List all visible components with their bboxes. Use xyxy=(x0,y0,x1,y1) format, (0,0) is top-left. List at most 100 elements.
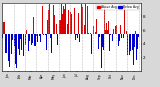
Bar xyxy=(53,5,54,34)
Bar xyxy=(136,34,137,60)
Bar xyxy=(87,6,88,34)
Bar xyxy=(128,27,129,34)
Bar xyxy=(40,34,41,42)
Bar xyxy=(6,34,7,53)
Bar xyxy=(58,18,59,34)
Bar xyxy=(57,34,58,45)
Bar xyxy=(4,22,5,34)
Bar xyxy=(84,25,85,34)
Bar xyxy=(108,21,109,34)
Bar xyxy=(33,17,34,34)
Bar xyxy=(112,34,113,41)
Bar xyxy=(127,34,128,55)
Bar xyxy=(79,34,80,42)
Bar xyxy=(50,34,51,38)
Bar xyxy=(56,24,57,34)
Bar xyxy=(28,34,29,51)
Bar xyxy=(98,34,99,49)
Bar xyxy=(88,33,89,34)
Bar xyxy=(51,34,52,53)
Bar xyxy=(90,33,91,34)
Bar xyxy=(85,4,86,34)
Bar xyxy=(96,19,97,34)
Bar xyxy=(74,8,75,34)
Bar xyxy=(60,20,61,34)
Bar xyxy=(104,7,105,34)
Bar xyxy=(55,24,56,34)
Bar xyxy=(14,34,15,46)
Bar xyxy=(46,34,47,50)
Bar xyxy=(110,34,111,35)
Bar xyxy=(68,10,69,34)
Bar xyxy=(124,8,125,34)
Bar xyxy=(48,10,49,34)
Bar xyxy=(134,34,135,47)
Bar xyxy=(5,34,6,53)
Bar xyxy=(18,34,19,49)
Bar xyxy=(118,34,119,46)
Bar xyxy=(11,34,12,54)
Bar xyxy=(101,34,102,68)
Bar xyxy=(52,21,53,34)
Bar xyxy=(107,30,108,34)
Bar xyxy=(103,34,104,50)
Bar xyxy=(99,34,100,37)
Bar xyxy=(125,23,126,34)
Bar xyxy=(24,28,25,34)
Bar xyxy=(39,34,40,36)
Bar xyxy=(30,34,31,68)
Bar xyxy=(8,34,9,61)
Bar xyxy=(111,29,112,34)
Bar xyxy=(20,34,21,39)
Bar xyxy=(70,12,71,34)
Bar xyxy=(83,26,84,34)
Bar xyxy=(21,34,22,50)
Bar xyxy=(121,34,122,38)
Bar xyxy=(43,34,44,35)
Bar xyxy=(102,34,103,47)
Bar xyxy=(78,13,79,34)
Bar xyxy=(71,14,72,34)
Bar xyxy=(126,31,127,34)
Bar xyxy=(37,34,38,42)
Bar xyxy=(76,34,77,35)
Bar xyxy=(116,25,117,34)
Bar xyxy=(9,34,10,67)
Bar xyxy=(26,30,27,34)
Bar xyxy=(135,31,136,34)
Bar xyxy=(54,15,55,34)
Bar xyxy=(32,34,33,43)
Bar xyxy=(93,26,94,34)
Bar xyxy=(34,34,35,46)
Bar xyxy=(27,34,28,43)
Bar xyxy=(75,34,76,40)
Bar xyxy=(106,23,107,34)
Bar xyxy=(2,34,3,38)
Bar xyxy=(67,24,68,34)
Bar xyxy=(12,34,13,40)
Bar xyxy=(137,34,138,49)
Bar xyxy=(59,20,60,34)
Bar xyxy=(23,34,24,56)
Bar xyxy=(80,13,81,34)
Bar xyxy=(19,34,20,56)
Bar xyxy=(133,34,134,65)
Bar xyxy=(47,20,48,34)
Bar xyxy=(62,14,63,34)
Bar xyxy=(29,34,30,41)
Bar xyxy=(65,4,66,34)
Bar xyxy=(100,34,101,41)
Bar xyxy=(45,34,46,35)
Bar xyxy=(123,34,124,38)
Bar xyxy=(115,26,116,34)
Bar xyxy=(129,34,130,55)
Bar xyxy=(86,12,87,34)
Bar xyxy=(77,34,78,38)
Bar xyxy=(3,22,4,34)
Bar xyxy=(132,34,133,50)
Bar xyxy=(81,4,82,34)
Bar xyxy=(82,7,83,34)
Bar xyxy=(130,34,131,51)
Bar xyxy=(31,34,32,45)
Legend: Above Avg, Below Avg: Above Avg, Below Avg xyxy=(96,4,139,10)
